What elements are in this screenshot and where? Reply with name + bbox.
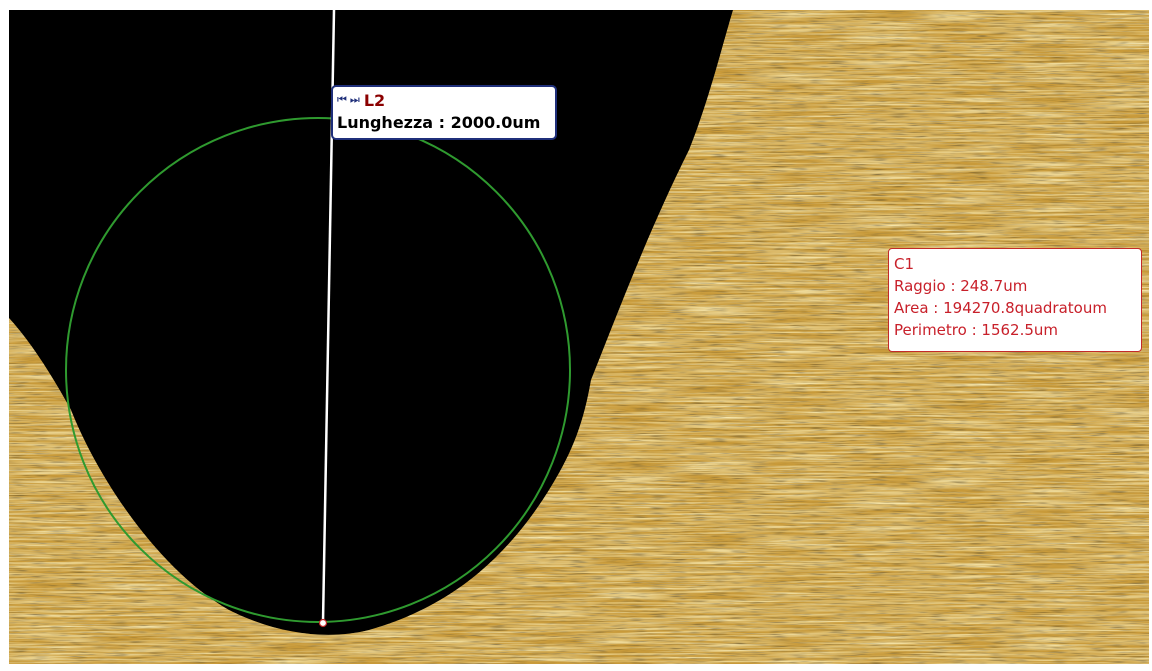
circle-c1-label[interactable]: C1 Raggio : 248.7um Area : 194270.8quadr… (888, 248, 1142, 352)
circle-c1-name: C1 (894, 255, 915, 273)
circle-c1[interactable] (65, 117, 571, 623)
line-l2-label[interactable]: ⏮ ⏭ L2 Lunghezza : 2000.0um (331, 85, 557, 140)
microscope-image-viewport[interactable]: ⏮ ⏭ L2 Lunghezza : 2000.0um C1 Raggio : … (9, 10, 1149, 664)
circle-c1-radius: Raggio : 248.7um (894, 277, 1028, 295)
circle-c1-area: Area : 194270.8quadratoum (894, 299, 1107, 317)
first-icon[interactable]: ⏮ (337, 93, 347, 106)
line-l2-length: Lunghezza : 2000.0um (337, 113, 541, 132)
line-l2-label-nav: ⏮ ⏭ (337, 93, 360, 107)
line-l2-endpoint-handle[interactable] (318, 618, 328, 628)
line-l2-name: L2 (363, 90, 386, 110)
last-icon[interactable]: ⏭ (349, 93, 360, 106)
line-l2-label-header: ⏮ ⏭ L2 (337, 89, 551, 111)
circle-c1-perimeter: Perimetro : 1562.5um (894, 321, 1059, 339)
